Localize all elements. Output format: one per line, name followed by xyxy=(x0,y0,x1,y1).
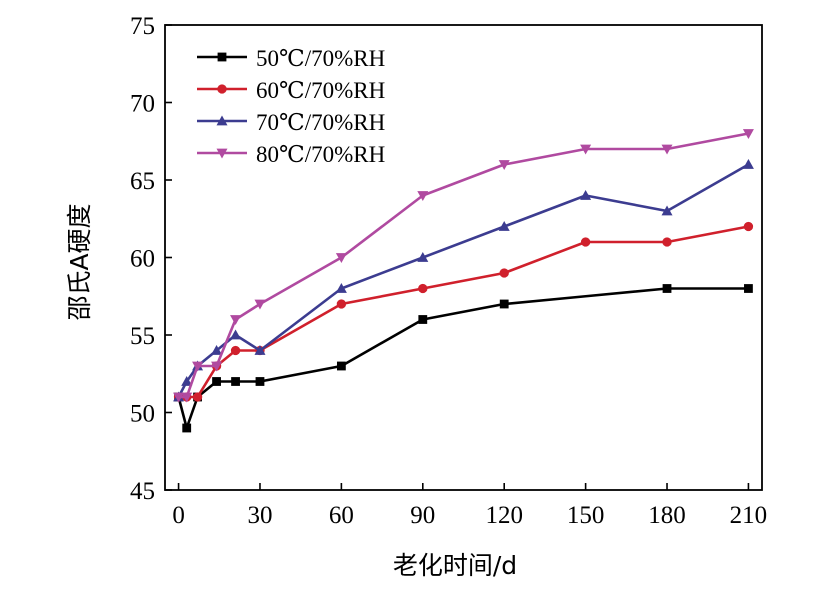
data-point-4-11 xyxy=(661,144,673,155)
data-point-3-10 xyxy=(580,190,592,200)
data-point-2-11 xyxy=(662,237,672,247)
legend-entry-2: 60℃/70%RH xyxy=(197,78,385,103)
y-tick-label-55: 55 xyxy=(130,323,155,350)
x-tick-label-150: 150 xyxy=(567,502,605,529)
y-tick-label-75: 75 xyxy=(130,13,155,40)
data-point-3-11 xyxy=(661,205,673,216)
legend-entry-4: 80℃/70%RH xyxy=(197,142,385,167)
x-tick-label-30: 30 xyxy=(247,502,272,529)
data-point-4-10 xyxy=(580,144,592,155)
data-point-2-12 xyxy=(743,221,754,232)
y-tick-label-65: 65 xyxy=(130,168,155,195)
data-point-4-7 xyxy=(335,253,347,263)
data-point-2-3 xyxy=(192,392,203,402)
legend-label-4: 80℃/70%RH xyxy=(256,142,385,167)
data-point-4-4 xyxy=(211,361,223,372)
legend-label-1: 50℃/70%RH xyxy=(256,46,385,71)
data-point-1-2 xyxy=(182,423,192,433)
data-point-4-2 xyxy=(181,392,193,403)
data-point-3-6 xyxy=(254,345,266,355)
legend-marker-4 xyxy=(216,148,228,159)
data-point-4-5 xyxy=(230,315,242,325)
data-point-2-7 xyxy=(336,299,347,309)
data-point-1-5 xyxy=(231,377,240,386)
x-axis-title: 老化时间/d xyxy=(393,551,517,580)
y-axis-title: 邵氏A硬度 xyxy=(65,203,94,320)
legend-marker-2 xyxy=(217,84,227,94)
legend-label-2: 60℃/70%RH xyxy=(256,78,385,103)
data-point-1-4 xyxy=(212,377,221,386)
y-tick-label-70: 70 xyxy=(130,91,155,118)
data-point-1-11 xyxy=(662,284,672,293)
data-point-4-12 xyxy=(742,129,754,139)
data-point-4-3 xyxy=(192,361,204,372)
x-tick-label-210: 210 xyxy=(730,502,768,529)
data-point-3-4 xyxy=(211,345,223,355)
data-point-4-1 xyxy=(173,392,185,403)
y-tick-label-50: 50 xyxy=(130,401,155,428)
data-point-2-10 xyxy=(580,237,591,247)
data-point-3-9 xyxy=(498,221,510,231)
plot-area-frame xyxy=(164,24,763,491)
data-point-4-9 xyxy=(498,160,510,170)
x-tick-label-180: 180 xyxy=(648,502,686,529)
series-4 xyxy=(173,129,754,403)
data-point-1-12 xyxy=(744,284,753,293)
x-tick-label-90: 90 xyxy=(410,502,435,529)
data-point-1-6 xyxy=(255,377,265,386)
data-point-3-2 xyxy=(181,376,193,386)
y-tick-label-60: 60 xyxy=(130,246,155,273)
data-point-1-9 xyxy=(499,299,509,309)
data-point-1-8 xyxy=(418,315,428,324)
data-point-2-8 xyxy=(418,283,428,294)
series-line-1 xyxy=(177,287,749,430)
legend: 50℃/70%RH 60℃/70%RH 70℃/70%RH 80℃/70%RH xyxy=(197,46,385,167)
x-tick-label-60: 60 xyxy=(329,502,354,529)
data-point-4-8 xyxy=(417,191,429,201)
legend-label-3: 70℃/70%RH xyxy=(256,110,385,135)
y-tick-label-45: 45 xyxy=(130,478,155,505)
axis-ticks: 0 30 60 90 120 150 180 210 45 50 55 60 65 70 75 xyxy=(130,13,767,529)
series-layer xyxy=(173,129,754,433)
legend-marker-1 xyxy=(217,52,227,62)
data-point-3-5 xyxy=(230,329,242,340)
data-point-2-5 xyxy=(230,345,241,356)
data-point-1-7 xyxy=(336,361,346,371)
x-tick-label-120: 120 xyxy=(485,502,523,529)
data-point-4-6 xyxy=(254,299,266,310)
data-point-3-12 xyxy=(742,159,754,169)
series-line-4 xyxy=(178,132,749,399)
data-point-3-7 xyxy=(335,283,347,293)
data-point-2-9 xyxy=(499,268,509,278)
data-point-3-8 xyxy=(417,252,429,262)
legend-entry-3: 70℃/70%RH xyxy=(197,110,385,135)
legend-entry-1: 50℃/70%RH xyxy=(197,46,385,71)
legend-marker-3 xyxy=(216,115,228,126)
x-tick-label-0: 0 xyxy=(172,502,185,529)
